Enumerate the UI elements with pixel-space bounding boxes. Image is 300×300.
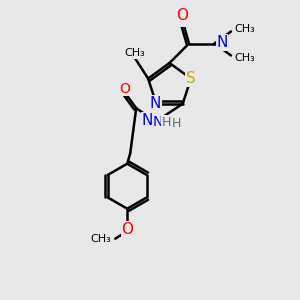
Text: H: H	[161, 116, 171, 129]
Text: H: H	[172, 117, 182, 130]
Text: N: N	[153, 115, 163, 129]
Text: O: O	[176, 8, 188, 23]
Text: CH₃: CH₃	[124, 48, 145, 58]
Text: N: N	[141, 113, 153, 128]
Text: CH₃: CH₃	[90, 234, 111, 244]
Text: N: N	[216, 35, 228, 50]
Text: O: O	[119, 82, 130, 96]
Text: N: N	[151, 97, 161, 111]
Text: O: O	[122, 222, 134, 237]
Text: CH₃: CH₃	[234, 52, 255, 63]
Text: N: N	[150, 96, 161, 111]
Text: S: S	[186, 71, 196, 86]
Text: N: N	[217, 37, 227, 50]
Text: S: S	[187, 71, 195, 85]
Text: O: O	[178, 13, 188, 26]
Text: CH₃: CH₃	[234, 24, 255, 34]
Text: O: O	[122, 223, 133, 237]
